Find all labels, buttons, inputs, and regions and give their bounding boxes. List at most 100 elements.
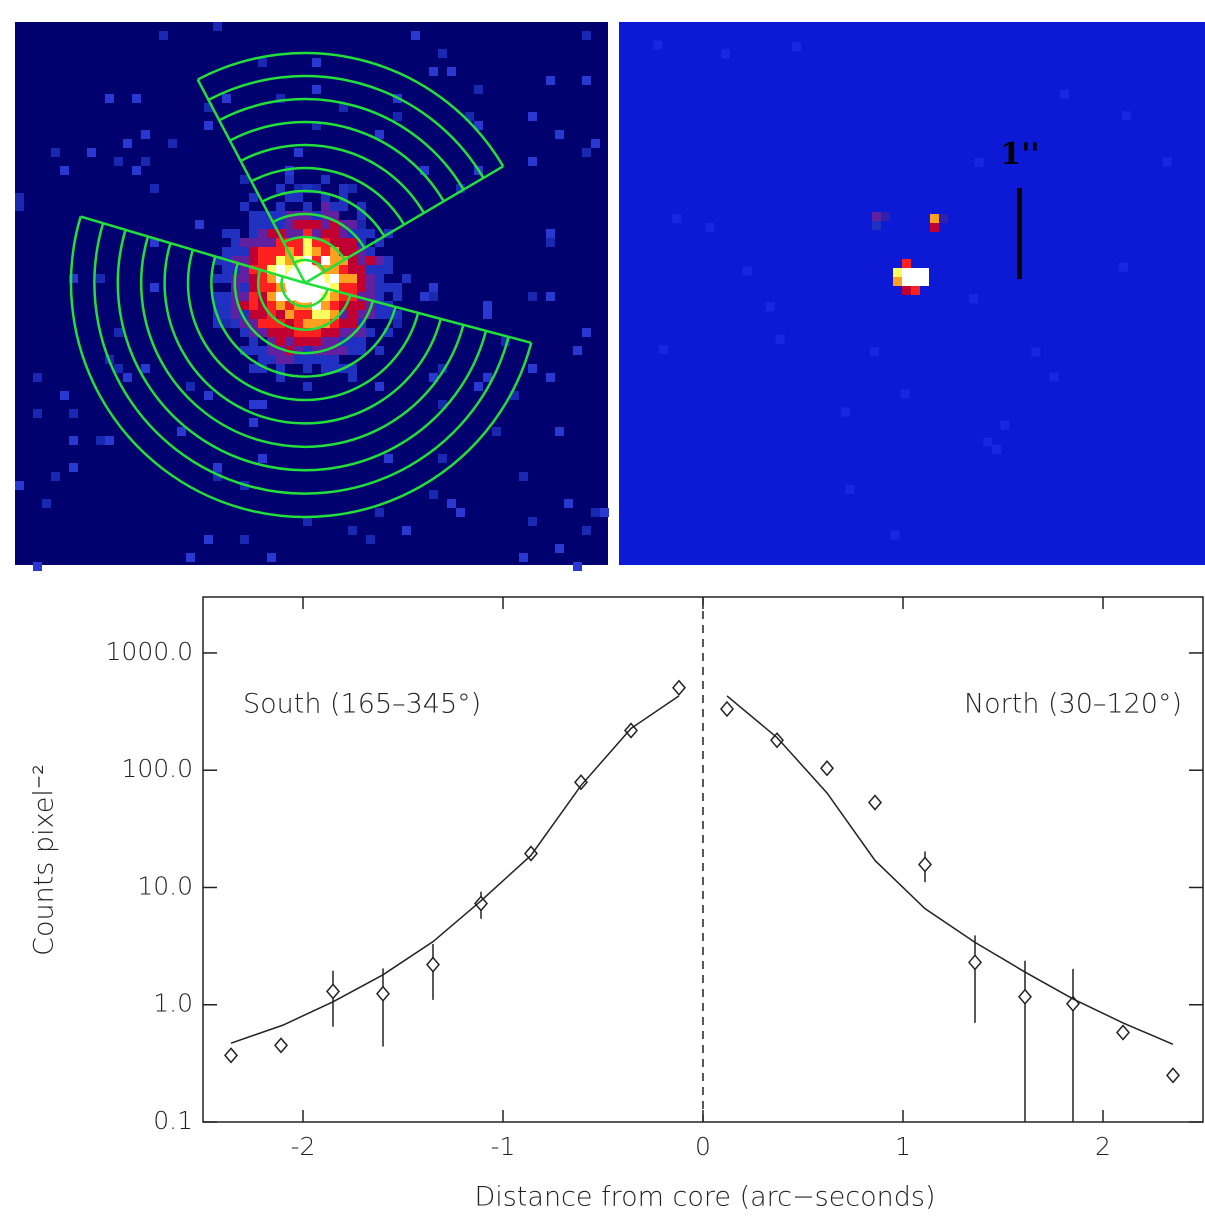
pixel — [348, 256, 357, 265]
pixel — [366, 535, 375, 544]
pixel — [312, 301, 321, 310]
pixel — [258, 247, 267, 256]
x-tick-label: -2 — [291, 1132, 316, 1161]
pixel — [420, 292, 429, 301]
pixel — [240, 319, 249, 328]
pixel — [573, 562, 582, 571]
pixel — [992, 444, 1002, 454]
pixel — [249, 265, 258, 274]
pixel — [150, 184, 159, 193]
pixel — [321, 202, 330, 211]
pixel — [438, 364, 447, 373]
pixel — [249, 310, 258, 319]
pixel — [231, 310, 240, 319]
pixel — [276, 292, 285, 301]
data-point — [1018, 988, 1032, 1005]
data-point — [1166, 1067, 1180, 1084]
pixel — [240, 256, 249, 265]
pixel — [582, 328, 591, 337]
pixel — [294, 328, 303, 337]
pixel — [742, 266, 752, 276]
pixel — [375, 508, 384, 517]
pixel — [312, 220, 321, 229]
pixel — [890, 530, 900, 540]
data-point — [820, 760, 834, 777]
pixel — [321, 256, 330, 265]
pixel — [591, 508, 600, 517]
pixel — [321, 301, 330, 310]
pixel — [705, 222, 715, 232]
pixel — [330, 247, 339, 256]
pixel — [339, 229, 348, 238]
pixel — [105, 94, 114, 103]
pixel — [920, 268, 929, 277]
pixel — [303, 247, 312, 256]
sector-edge — [304, 281, 532, 344]
pixel — [303, 238, 312, 247]
pixel — [492, 427, 501, 436]
pixel — [249, 400, 258, 409]
pixel — [267, 346, 276, 355]
pixel — [312, 346, 321, 355]
pixel — [249, 319, 258, 328]
pixel — [276, 184, 285, 193]
pixel — [339, 265, 348, 274]
pixel — [258, 211, 267, 220]
pixel — [366, 265, 375, 274]
pixel — [321, 175, 330, 184]
pixel — [573, 346, 582, 355]
pixel — [87, 148, 96, 157]
pixel — [330, 346, 339, 355]
pixel — [240, 265, 249, 274]
pixel — [348, 346, 357, 355]
pixel — [384, 310, 393, 319]
pixel — [240, 328, 249, 337]
ring-arc — [280, 276, 329, 308]
pixel — [384, 454, 393, 463]
pixel — [285, 229, 294, 238]
pixel — [375, 256, 384, 265]
pixel — [555, 130, 564, 139]
pixel — [240, 175, 249, 184]
pixel — [402, 274, 411, 283]
pixel — [150, 283, 159, 292]
pixel — [339, 310, 348, 319]
pixel — [330, 355, 339, 364]
pixel — [285, 310, 294, 319]
pixel — [96, 436, 105, 445]
pixel — [366, 310, 375, 319]
y-tick-label: 1.0 — [153, 989, 193, 1018]
pixel — [658, 344, 668, 354]
data-point — [720, 700, 734, 718]
pixel — [357, 310, 366, 319]
pixel — [303, 517, 312, 526]
pixel — [321, 328, 330, 337]
pixel — [375, 382, 384, 391]
pixel — [321, 193, 330, 202]
pixel — [330, 229, 339, 238]
ring-arc — [218, 97, 465, 191]
pixel — [555, 544, 564, 553]
pixel — [69, 436, 78, 445]
pixel — [294, 310, 303, 319]
pixel — [213, 319, 222, 328]
pixel — [114, 364, 123, 373]
sector-edge — [304, 165, 504, 285]
pixel — [159, 31, 168, 40]
pixel — [267, 283, 276, 292]
pixel — [60, 166, 69, 175]
pixel — [312, 256, 321, 265]
pixel — [582, 526, 591, 535]
pixel — [222, 94, 231, 103]
pixel — [222, 274, 231, 283]
pixel — [600, 508, 609, 517]
pixel — [249, 292, 258, 301]
pixel — [528, 364, 537, 373]
pixel — [294, 247, 303, 256]
pixel — [303, 229, 312, 238]
pixel — [339, 301, 348, 310]
data-point — [918, 856, 932, 873]
pixel — [258, 328, 267, 337]
pixel — [258, 220, 267, 229]
data-point — [868, 794, 882, 811]
